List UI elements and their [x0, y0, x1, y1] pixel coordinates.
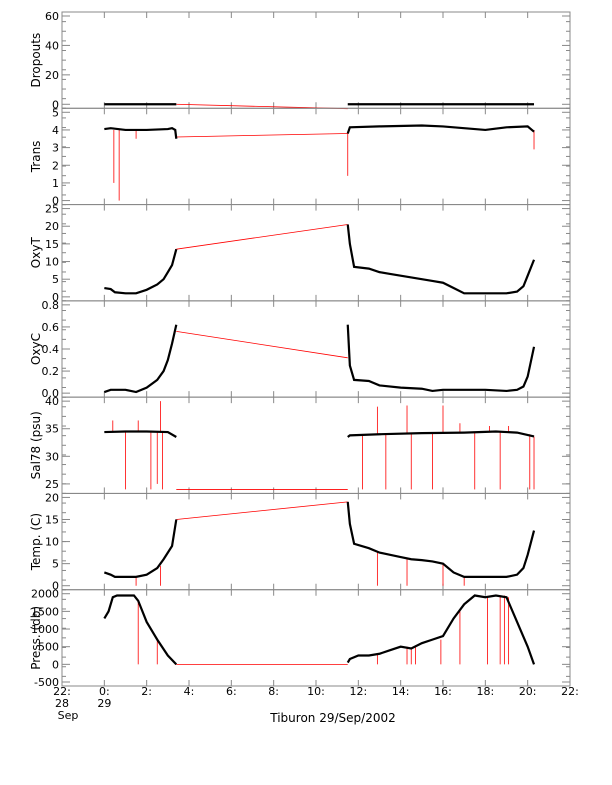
y-tick-label: 15: [45, 514, 59, 527]
x-tick-label: 22:: [561, 685, 579, 698]
y-tick-label: 0.2: [42, 365, 60, 378]
panel-frame: [61, 11, 571, 109]
y-tick-label: 5: [52, 558, 59, 571]
series-line-segment-a: [103, 519, 178, 578]
x-tick-label: 2:: [141, 685, 152, 698]
y-tick-label: 10: [45, 536, 59, 549]
panel-2: 5 4 3 2 1 0 Trans: [29, 106, 571, 208]
y-tick-label: 60: [45, 10, 59, 23]
y-tick-label: 1000: [31, 623, 59, 636]
y-tick-label: 5: [52, 106, 59, 119]
x-tick-label: 18:: [476, 685, 494, 698]
y-tick-label: 4: [52, 124, 59, 137]
x-tick-label: 22:: [53, 685, 71, 698]
x-tick-label: 20:: [519, 685, 537, 698]
panel-frame: [61, 107, 571, 206]
y-axis-label: Press. (db): [29, 606, 43, 670]
gap-connector: [176, 501, 348, 520]
x-tick-label: 0:: [99, 685, 110, 698]
series-line-segment-a: [104, 127, 178, 139]
panel-frame: [61, 300, 571, 398]
y-tick-label: 20: [45, 69, 59, 82]
y-axis-label: Dropouts: [29, 33, 43, 88]
y-tick-label: 35: [45, 423, 59, 436]
panel-4: 0.8 0.6 0.4 0.2 0.0 OxyC: [29, 299, 571, 400]
series-line-segment-b: [347, 430, 535, 438]
y-tick-label: 40: [45, 39, 59, 52]
panel-1: 60 40 20 0 Dropouts: [29, 10, 571, 111]
y-axis-label: OxyT: [29, 237, 43, 269]
series-line-segment-a: [103, 324, 178, 394]
gap-connector: [176, 133, 348, 138]
x-tick-label: 6:: [226, 685, 237, 698]
series-line-segment-b: [346, 224, 536, 295]
gap-connector: [176, 330, 348, 359]
y-tick-label: 25: [45, 478, 59, 491]
x-tick-month: Sep: [58, 709, 79, 722]
y-tick-label: 20: [45, 491, 59, 504]
y-tick-label: -500: [34, 676, 59, 689]
series-line-segment-a: [104, 430, 177, 438]
y-tick-label: 5: [52, 273, 59, 286]
series-line-segment-b: [346, 501, 536, 578]
panel-3: 25 20 15 10 5 0 OxyT: [29, 203, 571, 304]
y-tick-label: 2000: [31, 588, 59, 601]
series-line-segment-b: [346, 324, 536, 393]
gap-connector: [176, 224, 348, 250]
x-tick-label: 10:: [307, 685, 325, 698]
panel-frame: [61, 492, 571, 591]
x-tick-label: 12:: [349, 685, 367, 698]
y-tick-label: 40: [45, 395, 59, 408]
y-tick-label: 0: [52, 195, 59, 208]
x-tick-label: 16:: [434, 685, 452, 698]
y-tick-label: 20: [45, 220, 59, 233]
y-axis-label: Trans: [29, 141, 43, 174]
x-tick-label: 4:: [184, 685, 195, 698]
series-line-segment-a: [104, 248, 178, 295]
y-axis-label: Temp. (C): [29, 513, 43, 571]
y-tick-label: 0.6: [42, 321, 60, 334]
x-axis-caption: Tiburon 29/Sep/2002: [269, 711, 395, 725]
panel-frame: [61, 396, 571, 494]
y-tick-label: 0.8: [42, 299, 60, 312]
y-tick-label: 25: [45, 203, 59, 216]
x-tick-date: 28: [55, 697, 69, 710]
y-tick-label: 15: [45, 238, 59, 251]
panel-6: 20 15 10 5 0 Temp. (C): [29, 491, 571, 593]
y-tick-label: 0: [52, 580, 59, 593]
y-tick-label: 30: [45, 450, 59, 463]
y-tick-label: 3: [52, 142, 59, 155]
y-axis-label: Sal78 (psu): [29, 411, 43, 479]
y-tick-label: 1500: [31, 605, 59, 618]
y-tick-label: 2: [52, 159, 59, 172]
chart-panels: 6040200Dropouts543210Trans2520151050OxyT…: [29, 10, 571, 689]
y-tick-label: 0: [52, 98, 59, 111]
x-tick-label: 14:: [392, 685, 410, 698]
y-tick-label: 0.0: [42, 387, 60, 400]
y-tick-label: 0: [52, 658, 59, 671]
series-line-segment-b: [346, 594, 536, 665]
x-tick-label: 8:: [268, 685, 279, 698]
y-tick-label: 500: [38, 641, 59, 654]
y-tick-label: 0: [52, 291, 59, 304]
y-axis-label: OxyC: [29, 333, 43, 365]
y-tick-label: 10: [45, 256, 59, 269]
panel-frame: [61, 204, 571, 302]
y-tick-label: 0.4: [42, 343, 60, 356]
series-line-segment-a: [103, 594, 178, 666]
x-tick-date: 29: [97, 697, 111, 710]
y-tick-label: 1: [52, 177, 59, 190]
panel-7: 2000 1500 1000 500 0 -500 Press. (db): [29, 588, 571, 689]
series-line-segment-b: [346, 124, 535, 134]
